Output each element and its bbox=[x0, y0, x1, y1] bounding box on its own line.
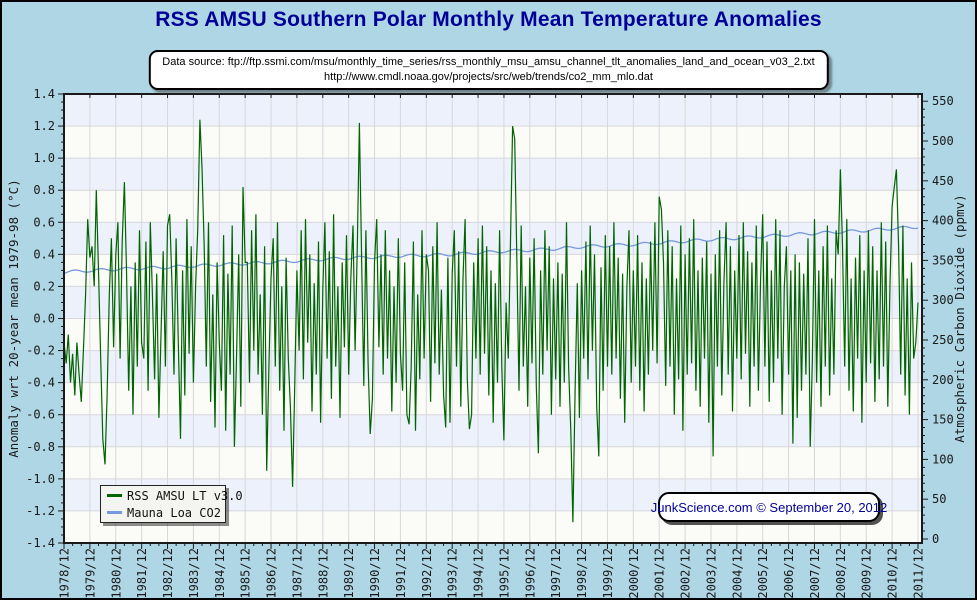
x-tick-label: 2011/12 bbox=[912, 548, 926, 599]
y-left-tick-label: -1.4 bbox=[26, 536, 55, 550]
plot-band bbox=[64, 254, 922, 287]
plot-grid bbox=[64, 94, 922, 543]
plot-band bbox=[64, 126, 922, 159]
x-tick-label: 1985/12 bbox=[239, 548, 253, 599]
x-tick-label: 1999/12 bbox=[601, 548, 615, 599]
y-left-tick-label: 1.2 bbox=[33, 119, 55, 133]
x-tick-label: 1983/12 bbox=[187, 548, 201, 599]
y-right-tick-label: 50 bbox=[932, 492, 946, 506]
x-tick-label: 2000/12 bbox=[627, 548, 641, 599]
anomaly-line bbox=[63, 119, 919, 523]
x-tick-label: 1982/12 bbox=[161, 548, 175, 599]
x-tick-label: 2004/12 bbox=[730, 548, 744, 599]
plot-band bbox=[64, 94, 922, 127]
x-tick-label: 2006/12 bbox=[782, 548, 796, 599]
y-right-tick-label: 150 bbox=[932, 413, 954, 427]
page-title: RSS AMSU Southern Polar Monthly Mean Tem… bbox=[155, 8, 822, 31]
anomaly-line-swatch-icon bbox=[107, 494, 122, 497]
x-tick-label: 1984/12 bbox=[213, 548, 227, 599]
x-tick-label: 1996/12 bbox=[523, 548, 537, 599]
y-right-axis-title: Atmospheric Carbon Dioxide (ppmv) bbox=[952, 194, 967, 442]
y-right-tick-label: 0 bbox=[932, 532, 939, 546]
x-tick-label: 1981/12 bbox=[135, 548, 149, 599]
y-left-tick-label: -1.0 bbox=[26, 472, 55, 486]
y-right-tick-label: 500 bbox=[932, 134, 954, 148]
x-tick-label: 1991/12 bbox=[394, 548, 408, 599]
x-tick-label: 1980/12 bbox=[109, 548, 123, 599]
y-right-tick-label: 200 bbox=[932, 373, 954, 387]
plot-band bbox=[64, 190, 922, 223]
x-tick-label: 1989/12 bbox=[342, 548, 356, 599]
legend-item-co2: Mauna Loa CO2 bbox=[107, 505, 221, 520]
y-right-tick-label: 450 bbox=[932, 174, 954, 188]
y-right-tick-label: 550 bbox=[932, 94, 954, 108]
x-tick-label: 1987/12 bbox=[290, 548, 304, 599]
y-left-tick-label: 0.0 bbox=[33, 312, 55, 326]
x-tick-label: 2009/12 bbox=[860, 548, 874, 599]
data-source-line-1: Data source: ftp://ftp.ssmi.com/msu/mont… bbox=[162, 56, 815, 68]
attribution-badge: JunkScience.com © September 20, 2012 bbox=[651, 492, 887, 522]
y-left-tick-label: -0.8 bbox=[26, 440, 55, 454]
x-tick-label: 1993/12 bbox=[446, 548, 460, 599]
legend-label-anomaly: RSS AMSU LT v3.0 bbox=[127, 488, 243, 503]
y-left-tick-label: 1.0 bbox=[33, 151, 55, 165]
co2-line-swatch-icon bbox=[107, 511, 122, 514]
x-tick-label: 1979/12 bbox=[83, 548, 97, 599]
data-source-box: Data source: ftp://ftp.ssmi.com/msu/mont… bbox=[148, 50, 829, 90]
y-right-tick-label: 350 bbox=[932, 253, 954, 267]
x-tick-label: 2008/12 bbox=[834, 548, 848, 599]
y-right-tick-label: 250 bbox=[932, 333, 954, 347]
y-left-tick-label: -1.2 bbox=[26, 504, 55, 518]
x-tick-label: 1992/12 bbox=[420, 548, 434, 599]
data-source-line-2: http://www.cmdl.noaa.gov/projects/src/we… bbox=[324, 71, 653, 83]
x-tick-label: 1978/12 bbox=[58, 548, 72, 599]
x-tick-label: 1997/12 bbox=[549, 548, 563, 599]
plot-band bbox=[64, 446, 922, 479]
y-left-axis-title: Anomaly wrt 20-year mean 1979-98 (°C) bbox=[6, 179, 21, 457]
y-left-tick-label: 0.6 bbox=[33, 215, 55, 229]
y-left-tick-label: -0.4 bbox=[26, 376, 55, 390]
y-left-tick-label: -0.6 bbox=[26, 408, 55, 422]
y-left-tick-label: 0.2 bbox=[33, 279, 55, 293]
x-tick-label: 2001/12 bbox=[653, 548, 667, 599]
x-tick-label: 2005/12 bbox=[756, 548, 770, 599]
y-left-tick-label: 1.4 bbox=[33, 87, 55, 101]
y-left-tick-label: 0.8 bbox=[33, 183, 55, 197]
x-tick-label: 1986/12 bbox=[265, 548, 279, 599]
x-tick-label: 2002/12 bbox=[679, 548, 693, 599]
y-right-tick-label: 100 bbox=[932, 452, 954, 466]
x-tick-label: 2003/12 bbox=[705, 548, 719, 599]
x-tick-labels: 1978/12 1979/12 1980/12 1981/12 1982/12 1983/… bbox=[58, 548, 926, 599]
x-tick-label: 2010/12 bbox=[886, 548, 900, 599]
legend: RSS AMSU LT v3.0 Mauna Loa CO2 bbox=[100, 485, 243, 523]
legend-label-co2: Mauna Loa CO2 bbox=[127, 505, 221, 520]
axis-ticks bbox=[58, 93, 928, 549]
x-tick-label: 1994/12 bbox=[472, 548, 486, 599]
y-right-tick-label: 300 bbox=[932, 293, 954, 307]
x-tick-label: 2007/12 bbox=[808, 548, 822, 599]
y-left-tick-labels: 1.4 1.2 1.0 0.8 0.6 0.4 0.2 0.0 -0.2 -0.4 -0.6 -0.8… bbox=[26, 87, 55, 550]
y-left-tick-label: -0.2 bbox=[26, 344, 55, 358]
x-tick-label: 1988/12 bbox=[316, 548, 330, 599]
x-tick-label: 1998/12 bbox=[575, 548, 589, 599]
plot-band bbox=[64, 158, 922, 191]
plot-band bbox=[64, 222, 922, 255]
x-tick-label: 1995/12 bbox=[497, 548, 511, 599]
legend-item-anomaly: RSS AMSU LT v3.0 bbox=[107, 489, 243, 503]
y-left-tick-label: 0.4 bbox=[33, 247, 55, 261]
x-tick-label: 1990/12 bbox=[368, 548, 382, 599]
y-right-tick-label: 400 bbox=[932, 214, 954, 228]
